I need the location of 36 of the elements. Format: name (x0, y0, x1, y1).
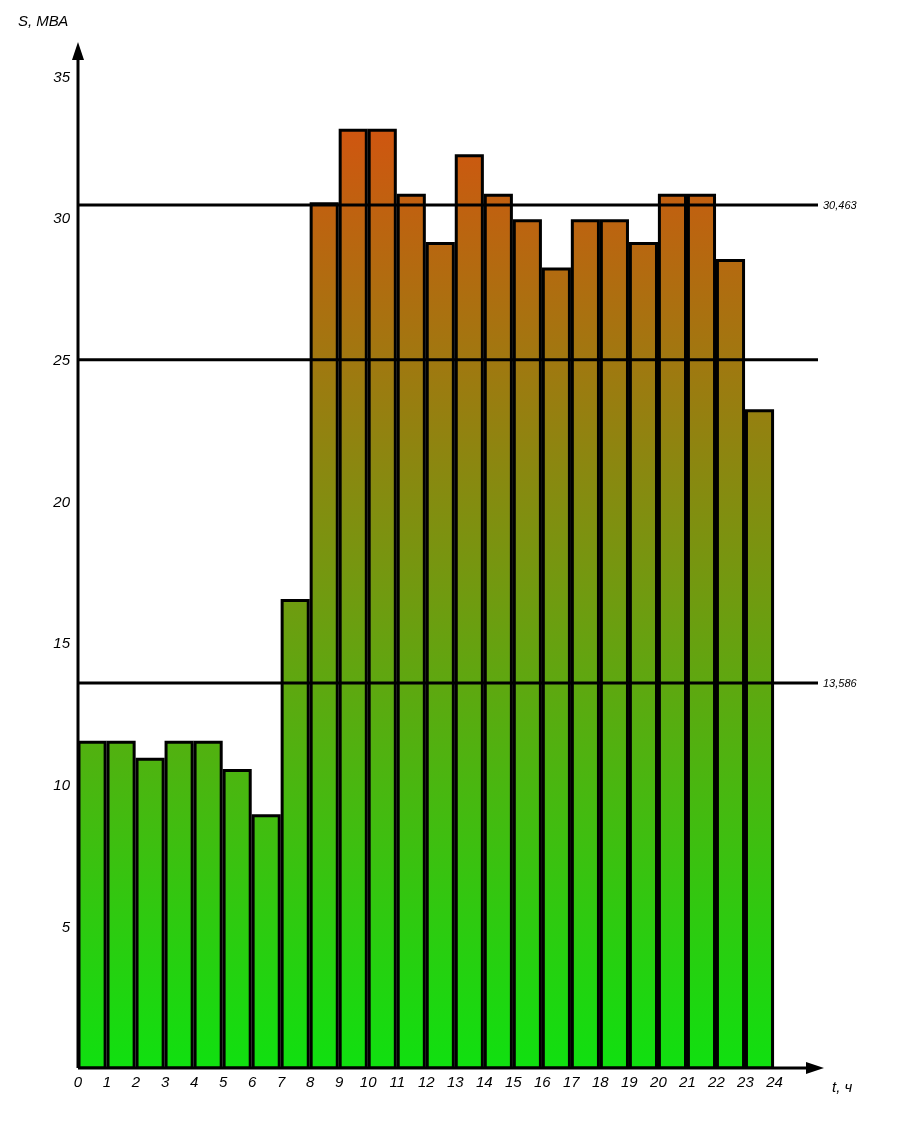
x-tick-label: 10 (359, 1072, 378, 1090)
y-tick-label: 20 (52, 492, 71, 510)
x-tick-label: 16 (533, 1072, 552, 1090)
x-tick-label: 7 (276, 1072, 286, 1090)
x-tick-label: 17 (562, 1072, 581, 1090)
x-tick-label: 13 (446, 1072, 465, 1090)
y-tick-label: 5 (61, 917, 71, 935)
ref-line-label: 13,586 (823, 676, 858, 689)
x-tick-label: 23 (736, 1072, 755, 1090)
y-tick-label: 15 (53, 634, 71, 652)
x-tick-label: 18 (592, 1072, 610, 1090)
x-tick-label: 3 (160, 1072, 170, 1090)
ref-line-label: 30,463 (823, 198, 858, 211)
x-tick-label: 19 (621, 1072, 639, 1090)
x-tick-label: 21 (678, 1072, 696, 1090)
x-tick-label: 15 (504, 1072, 523, 1090)
y-tick-label: 35 (53, 67, 71, 85)
x-tick-label: 22 (707, 1072, 726, 1090)
x-tick-label: 12 (417, 1072, 436, 1090)
x-axis-title: t, ч (832, 1078, 853, 1095)
x-tick-label: 11 (389, 1072, 405, 1090)
x-tick-label: 8 (305, 1072, 315, 1090)
x-tick-label: 9 (335, 1072, 344, 1090)
x-tick-label: 6 (247, 1072, 257, 1090)
y-tick-label: 25 (52, 350, 71, 368)
y-axis-title: S, МВА (18, 12, 69, 29)
x-tick-label: 0 (73, 1072, 83, 1090)
x-tick-label: 1 (102, 1072, 112, 1090)
x-tick-label: 14 (475, 1072, 493, 1090)
x-tick-label: 5 (218, 1072, 228, 1090)
x-tick-label: 20 (649, 1072, 668, 1090)
y-tick-label: 30 (53, 209, 71, 227)
x-tick-label: 4 (189, 1072, 199, 1090)
x-tick-label: 24 (765, 1072, 783, 1090)
x-tick-label: 2 (130, 1072, 141, 1090)
y-tick-label: 10 (53, 775, 71, 793)
